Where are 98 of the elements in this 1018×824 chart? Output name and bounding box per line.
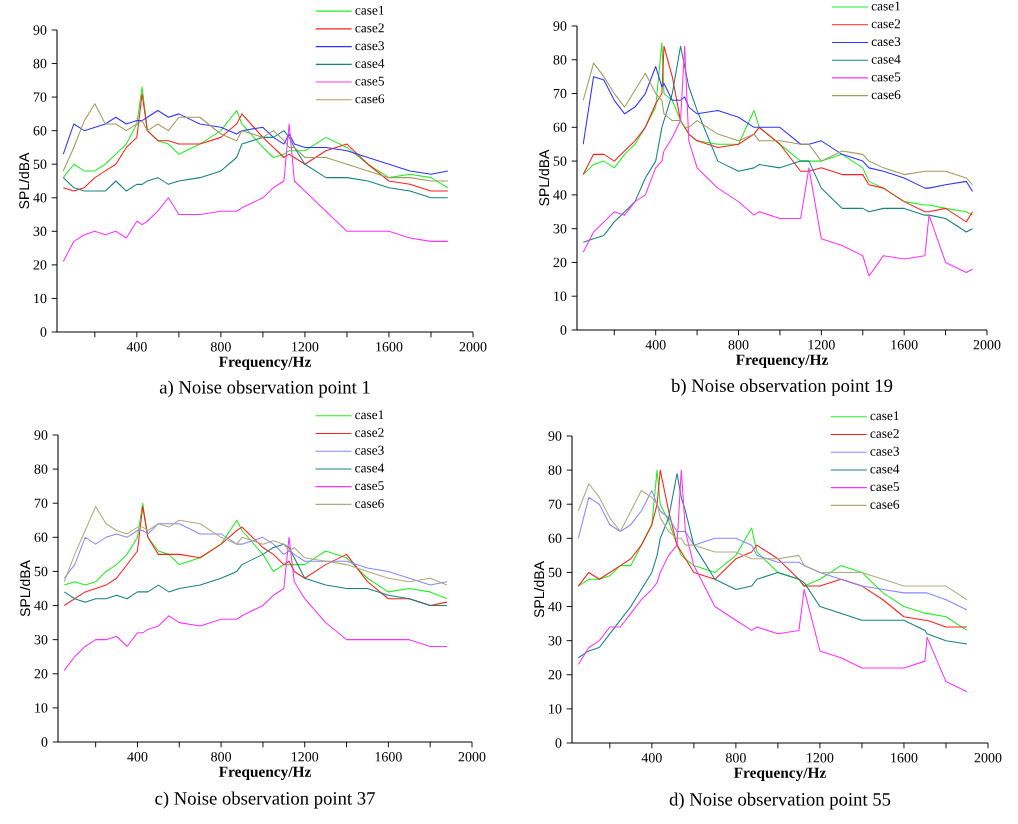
x-axis-title: Frequency/Hz — [736, 354, 828, 369]
y-tick-label: 50 — [33, 159, 47, 169]
y-tick-label: 40 — [34, 600, 48, 611]
y-tick-label: 70 — [553, 88, 567, 99]
text: c) Noise observation point 37 — [155, 791, 375, 809]
y-axis-title: SPL/dBA — [18, 152, 30, 209]
y-tick-label: 20 — [548, 670, 562, 680]
legend-label: case3 — [870, 446, 900, 456]
legend-label: case6 — [871, 90, 901, 100]
x-tick-label: 400 — [127, 752, 148, 762]
y-tick-label: 30 — [553, 223, 567, 234]
x-tick-label: 2000 — [458, 752, 486, 762]
y-tick-label: 90 — [34, 430, 48, 440]
y-tick-label: 50 — [553, 156, 567, 166]
y-tick-label: 60 — [553, 122, 567, 133]
y-tick-label: 0 — [555, 738, 562, 748]
y-tick-label: 40 — [548, 601, 562, 612]
y-tick-label: 80 — [34, 464, 48, 474]
x-tick-label: 1600 — [376, 342, 403, 352]
legend-label: case1 — [871, 1, 901, 11]
legend-label: case5 — [355, 481, 384, 491]
y-tick-label: 60 — [548, 533, 562, 544]
x-tick-label: 800 — [725, 753, 746, 763]
y-tick-label: 20 — [33, 260, 47, 270]
y-tick-label: 0 — [560, 325, 567, 335]
legend-label: case5 — [871, 72, 901, 82]
legend-label: case5 — [870, 482, 900, 492]
x-tick-label: 1200 — [291, 752, 319, 762]
y-tick-label: 90 — [548, 431, 562, 441]
legend-label: case2 — [355, 23, 384, 33]
x-tick-label: 1600 — [891, 753, 918, 763]
y-tick-label: 70 — [34, 498, 48, 508]
text: b) Noise observation point 19 — [671, 378, 893, 396]
x-tick-label: 1600 — [891, 340, 918, 350]
legend-label: case6 — [355, 498, 384, 508]
x-tick-label: 800 — [211, 752, 232, 762]
text: d) Noise observation point 55 — [669, 792, 891, 810]
y-tick-label: 90 — [33, 25, 47, 35]
x-tick-label: 400 — [126, 342, 147, 352]
line-series — [62, 103, 449, 182]
y-tick-label: 10 — [34, 293, 47, 304]
y-tick-label: 10 — [549, 704, 562, 714]
y-tick-label: 80 — [548, 465, 562, 475]
y-tick-label: 40 — [33, 193, 47, 203]
y-tick-label: 60 — [33, 125, 47, 136]
y-tick-label: 70 — [548, 499, 562, 509]
legend-label: case3 — [871, 37, 901, 47]
y-tick-label: 30 — [34, 634, 48, 645]
legend-label: case1 — [355, 5, 384, 15]
legend-label: case2 — [355, 428, 384, 437]
legend-label: case6 — [870, 499, 900, 509]
x-tick-label: 2000 — [974, 753, 1002, 763]
legend-label: case3 — [355, 41, 385, 51]
x-tick-label: 400 — [641, 753, 662, 763]
y-axis-title: SPL/dBA — [538, 149, 550, 206]
y-tick-label: 0 — [41, 737, 48, 747]
x-tick-label: 1200 — [292, 342, 319, 352]
legend-label: case2 — [870, 429, 899, 438]
legend-label: case1 — [355, 410, 384, 420]
legend-label: case2 — [871, 19, 901, 29]
x-tick-label: 800 — [210, 342, 231, 352]
text: a) Noise observation point 1 — [159, 380, 370, 398]
legend-label: case4 — [870, 464, 900, 474]
x-tick-label: 1200 — [808, 340, 835, 350]
y-tick-label: 0 — [40, 327, 47, 337]
y-tick-label: 80 — [553, 55, 567, 65]
x-tick-label: 1600 — [375, 752, 402, 762]
y-tick-label: 50 — [34, 566, 48, 577]
x-tick-label: 2000 — [459, 342, 487, 352]
x-axis-title: Frequency/Hz — [734, 767, 826, 782]
y-tick-label: 50 — [548, 567, 562, 578]
legend-label: case4 — [355, 463, 385, 473]
legend-label: case3 — [355, 445, 384, 455]
y-tick-label: 60 — [34, 532, 48, 543]
x-tick-label: 2000 — [973, 340, 1001, 350]
x-tick-label: 400 — [645, 340, 666, 350]
x-axis-title: Frequency/Hz — [219, 356, 311, 371]
y-axis-title: SPL/dBA — [533, 561, 545, 618]
y-tick-label: 10 — [554, 291, 567, 301]
x-tick-label: 1200 — [807, 753, 834, 763]
x-axis-title: Frequency/Hz — [219, 766, 311, 781]
y-tick-label: 20 — [553, 257, 567, 268]
legend-label: case5 — [355, 76, 385, 86]
y-tick-label: 80 — [33, 58, 47, 69]
y-axis-title: SPL/dBA — [19, 560, 31, 617]
y-tick-label: 90 — [553, 21, 567, 31]
legend-label: case1 — [870, 411, 899, 421]
y-tick-label: 30 — [33, 226, 47, 237]
line-series — [63, 506, 448, 586]
y-tick-label: 40 — [553, 190, 567, 200]
x-tick-label: 800 — [728, 340, 749, 350]
y-tick-label: 30 — [548, 635, 562, 646]
legend-label: case6 — [355, 94, 385, 104]
y-tick-label: 10 — [35, 703, 48, 713]
y-tick-label: 70 — [33, 92, 47, 102]
y-tick-label: 20 — [34, 669, 48, 679]
legend-label: case4 — [871, 54, 901, 64]
legend-label: case4 — [355, 59, 385, 68]
